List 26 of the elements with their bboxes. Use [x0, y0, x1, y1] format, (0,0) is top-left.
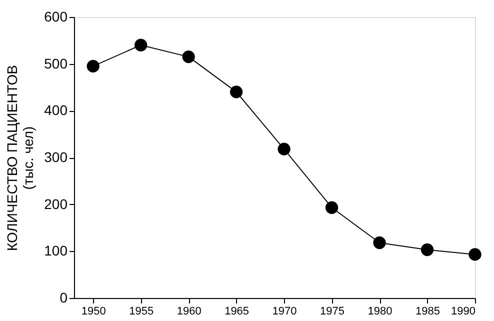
y-tick-label: 0: [60, 290, 68, 306]
y-tick-label: 200: [44, 196, 68, 212]
point: [278, 142, 290, 156]
x-tick-label: 1990: [451, 306, 476, 318]
x-tick-label: 1985: [416, 306, 440, 318]
point: [325, 201, 338, 214]
x-tick-label: 1975: [320, 306, 345, 318]
y-tick-label: 400: [44, 102, 68, 118]
point: [86, 60, 100, 72]
x-tick-label: 1965: [224, 306, 250, 318]
x-tick-label: 1955: [129, 306, 154, 318]
x-tick-label: 1950: [81, 306, 106, 318]
x-tick-label: 1960: [176, 306, 202, 318]
x-tick-label: 1980: [368, 306, 392, 318]
y-tick-label: 500: [44, 55, 68, 72]
y-tick-label: 300: [44, 149, 68, 165]
y-tick-label: 600: [44, 8, 68, 24]
point: [373, 236, 386, 250]
y-tick-label: 100: [44, 242, 68, 259]
point: [468, 248, 482, 261]
point: [420, 243, 434, 256]
point: [230, 86, 243, 98]
point: [134, 38, 148, 52]
x-tick-label: 1970: [272, 306, 297, 318]
y-axis-title: КОЛИЧЕСТВО ПАЦИЕНТОВ (тыс. чел): [4, 65, 36, 251]
point: [182, 50, 195, 64]
